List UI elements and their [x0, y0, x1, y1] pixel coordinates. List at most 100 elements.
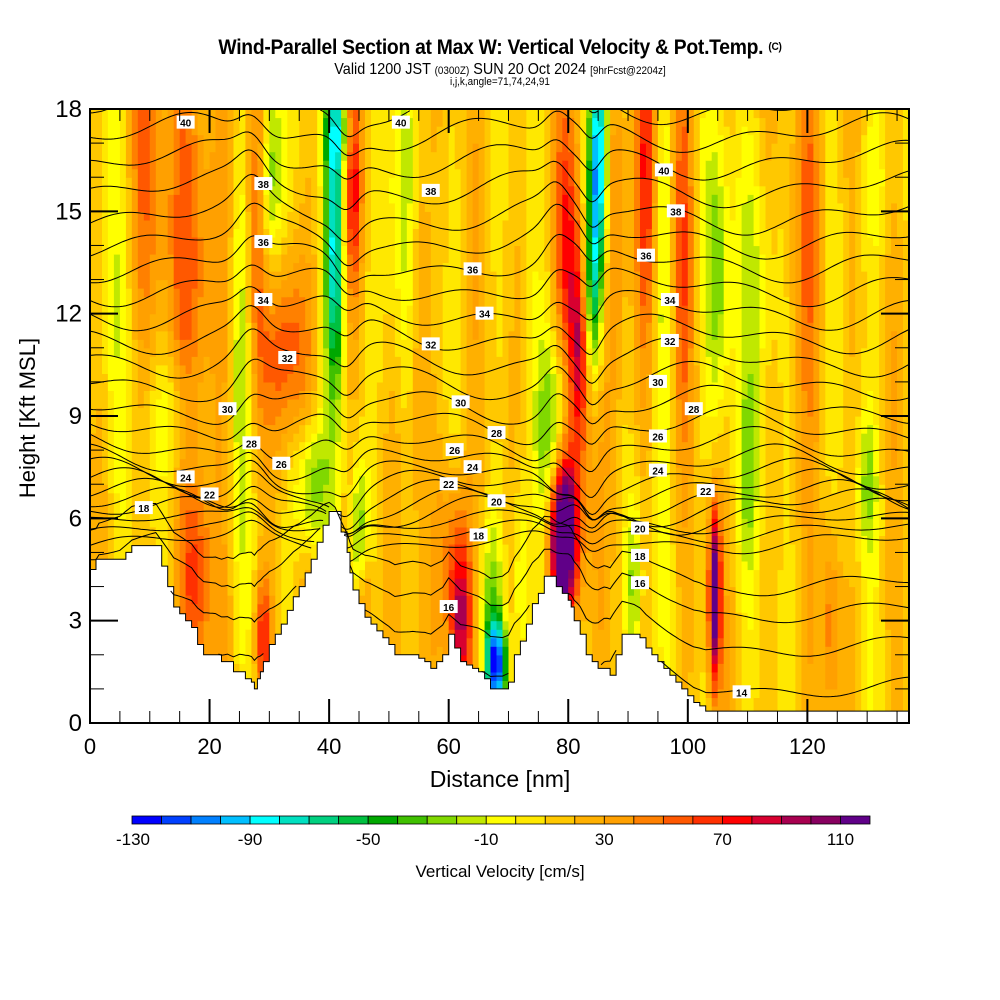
w-cell: [359, 202, 366, 264]
w-cell: [394, 356, 402, 434]
w-cell: [203, 526, 211, 622]
w-cell: [490, 441, 498, 502]
w-cell: [598, 364, 605, 391]
w-cell: [592, 236, 599, 264]
isentrope-line: [89, 507, 321, 532]
colorbar-swatch: [544, 815, 576, 825]
isentrope-line: [89, 149, 910, 210]
w-cell: [496, 441, 504, 519]
w-cell: [651, 279, 659, 374]
x-tick-label: 120: [789, 734, 826, 759]
isentrope-label: 26: [449, 446, 461, 457]
w-cell: [418, 202, 426, 664]
w-cell: [562, 450, 569, 460]
w-cell: [257, 518, 264, 536]
isentrope-label-bg: [391, 115, 410, 129]
w-cell: [388, 390, 396, 724]
isentrope-label: 14: [736, 688, 748, 699]
w-cell: [245, 211, 252, 323]
w-cell: [155, 398, 163, 477]
w-cell: [514, 109, 521, 246]
w-cell: [221, 381, 229, 545]
w-cell: [293, 288, 300, 323]
w-cell: [185, 373, 193, 477]
w-cell: [287, 373, 294, 400]
w-cell: [161, 117, 169, 281]
valid-utc: (0300Z): [434, 65, 470, 77]
w-cell: [466, 595, 474, 639]
isentrope-label-bg: [272, 456, 291, 470]
w-cell: [113, 109, 121, 255]
w-cell: [634, 347, 641, 426]
w-cell: [287, 441, 294, 468]
w-cell: [454, 595, 462, 630]
isentrope-label-bg: [254, 177, 273, 191]
w-cell: [305, 390, 312, 417]
w-cell: [436, 109, 444, 127]
colorbar-swatch: [485, 815, 517, 825]
w-cell: [681, 441, 689, 528]
w-cell: [436, 492, 444, 647]
w-cell: [711, 501, 719, 511]
w-cell: [544, 322, 551, 349]
isentrope-label-bg: [666, 204, 685, 218]
w-cell: [544, 271, 551, 323]
w-cell: [729, 586, 737, 724]
w-cell: [789, 543, 796, 724]
w-cell: [484, 518, 492, 553]
colorbar-swatch: [633, 815, 664, 825]
w-cell: [227, 109, 235, 238]
w-cell: [496, 603, 504, 613]
w-cell: [490, 680, 498, 690]
w-cell: [448, 492, 456, 519]
w-cell: [173, 518, 181, 596]
isentrope-label-bg: [218, 402, 237, 416]
w-cell: [705, 492, 713, 519]
w-cell: [448, 109, 456, 127]
w-cell: [113, 254, 121, 357]
w-cell: [646, 109, 653, 229]
w-cell: [412, 109, 420, 229]
w-cell: [275, 109, 282, 119]
w-cell: [347, 484, 354, 579]
w-cell: [556, 492, 563, 502]
w-cell: [347, 109, 354, 119]
w-cell: [717, 518, 725, 536]
w-cell: [598, 271, 605, 289]
w-cell: [520, 518, 527, 639]
w-cell: [520, 458, 527, 519]
w-cell: [807, 109, 814, 144]
w-cell: [149, 390, 157, 528]
w-cell: [711, 543, 719, 553]
w-cell: [556, 339, 563, 357]
w-cell: [275, 450, 282, 494]
w-cell: [257, 620, 264, 656]
w-cell: [185, 339, 193, 374]
w-cell: [287, 271, 294, 298]
w-cell: [131, 271, 139, 340]
w-cell: [197, 109, 205, 136]
w-cell: [753, 245, 761, 502]
isentrope-label: 22: [443, 480, 455, 491]
w-cell: [460, 595, 468, 630]
w-cell: [831, 492, 838, 536]
w-cell: [628, 492, 635, 528]
w-cell: [675, 586, 683, 724]
w-cell: [807, 663, 814, 724]
w-cell: [281, 236, 288, 255]
colorbar-tick-label: 70: [713, 830, 732, 849]
w-cell: [879, 535, 886, 622]
w-cell: [897, 236, 904, 716]
w-cell: [867, 518, 874, 553]
w-cell: [173, 339, 181, 366]
w-cell: [741, 109, 749, 127]
colorbar-swatch: [751, 815, 782, 825]
w-cell: [717, 313, 725, 357]
w-cell: [831, 569, 838, 690]
w-cell: [729, 484, 737, 588]
colorbar-swatch: [367, 815, 399, 825]
w-cell: [317, 433, 324, 460]
w-cell: [873, 245, 880, 426]
w-cell: [329, 168, 336, 238]
w-cell: [807, 143, 814, 323]
